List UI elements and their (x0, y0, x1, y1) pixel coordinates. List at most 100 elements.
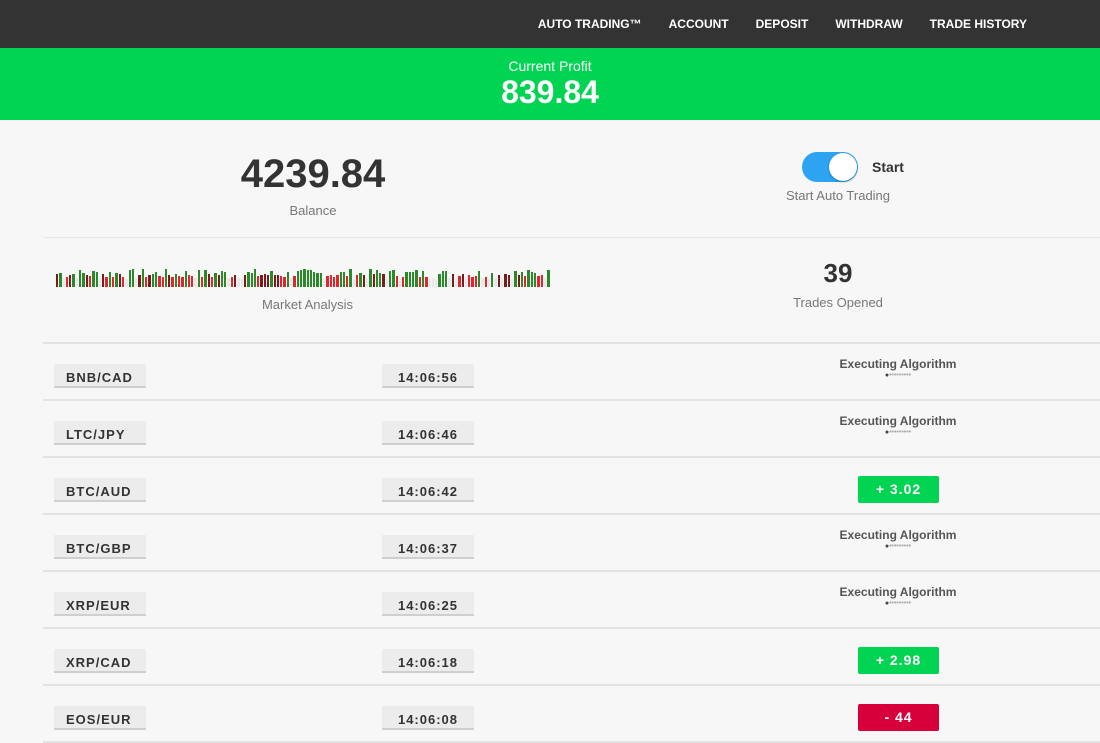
nav-trade-history[interactable]: TRADE HISTORY (929, 17, 1027, 31)
time-label: 14:06:25 (382, 592, 474, 616)
market-bar (316, 272, 319, 287)
market-bar (405, 271, 408, 287)
market-bar (540, 275, 543, 287)
market-bar (253, 269, 257, 287)
auto-trading-toggle[interactable] (802, 152, 859, 182)
status: Executing Algorithm ●••••••••• (837, 414, 959, 438)
market-bar (388, 271, 392, 287)
market-bar (164, 269, 168, 287)
market-bar (59, 273, 62, 287)
market-bar (299, 270, 303, 287)
market-bar (151, 273, 154, 287)
market-bar (237, 278, 240, 287)
market-bar (356, 275, 359, 287)
trade-row: EOS/EUR 14:06:08 - 44 (43, 686, 1100, 743)
market-bar (283, 276, 286, 287)
market-bar (520, 271, 524, 287)
market-bar (313, 271, 316, 287)
trade-row: LTC/JPY 14:06:46 Executing Algorithm ●•••••… (43, 401, 1100, 458)
market-bar (141, 269, 145, 287)
market-bar (145, 277, 148, 287)
market-bar (65, 276, 69, 287)
market-bar (243, 274, 247, 287)
market-bar (108, 272, 112, 287)
market-bar (435, 278, 438, 287)
market-bar (395, 276, 398, 287)
market-bar (441, 270, 445, 287)
market-bar (293, 276, 296, 287)
balance: 4239.84 Balance (43, 152, 583, 218)
market-bar (290, 277, 293, 287)
nav-auto-trading[interactable]: AUTO TRADING™ (537, 17, 642, 31)
market-bar (543, 278, 547, 287)
market-bar (534, 272, 537, 287)
market-bar (501, 277, 504, 287)
market-bar (197, 269, 201, 287)
status-text: Executing Algorithm (839, 414, 957, 428)
market-bar (428, 278, 431, 287)
profit-banner: Current Profit 839.84 (0, 48, 1100, 120)
market-bar (191, 275, 194, 287)
market-bar (487, 279, 491, 287)
market-bar (451, 274, 454, 287)
market-bar (375, 270, 379, 287)
market-bar (250, 272, 253, 287)
market-bar (207, 274, 210, 287)
nav-deposit[interactable]: DEPOSIT (755, 17, 809, 31)
market-bar (280, 276, 283, 287)
trade-row: BTC/GBP 14:06:37 Executing Algorithm ●•••••… (43, 515, 1100, 572)
market-analysis: Market Analysis (56, 262, 559, 312)
market-bar (385, 277, 388, 287)
market-bar (260, 274, 263, 287)
market-bar (92, 271, 95, 287)
market-bar (392, 270, 395, 287)
progress-dots: ●••••••••• (884, 600, 912, 607)
divider (43, 237, 1100, 238)
market-bar (234, 274, 237, 287)
status-text: Executing Algorithm (839, 357, 957, 371)
trades-opened: 39 Trades Opened (743, 258, 933, 310)
market-bar (214, 272, 217, 287)
market-bar (72, 273, 75, 287)
market-bar (474, 276, 477, 287)
market-bar (135, 277, 138, 287)
market-bar (230, 276, 234, 287)
market-bar (56, 274, 59, 287)
balance-label: Balance (289, 203, 337, 218)
time-label: 14:06:18 (382, 649, 474, 673)
trades-label: Trades Opened (793, 295, 883, 310)
market-bar (537, 276, 540, 287)
nav-account[interactable]: ACCOUNT (668, 17, 729, 31)
market-bar (286, 271, 290, 287)
market-bar (412, 272, 415, 287)
market-bar (276, 274, 280, 287)
market-bar (517, 274, 520, 287)
market-bar (421, 270, 425, 287)
market-bar (168, 274, 171, 287)
market-bar (105, 276, 108, 287)
status: Executing Algorithm ●••••••••• (837, 528, 959, 552)
result-badge: - 44 (858, 704, 939, 731)
pair-label: BNB/CAD (54, 364, 146, 388)
market-bar (118, 274, 121, 287)
nav-withdraw[interactable]: WITHDRAW (835, 17, 903, 31)
profit-value: 839.84 (501, 74, 599, 110)
market-bar (227, 277, 230, 287)
market-bar (121, 277, 125, 287)
market-bar (263, 274, 266, 287)
progress-dots: ●••••••••• (884, 372, 912, 379)
market-bar (267, 274, 270, 287)
market-bar (138, 274, 141, 287)
market-bar (369, 269, 372, 287)
market-bar (326, 275, 329, 287)
market-label: Market Analysis (261, 297, 354, 312)
market-bar (69, 274, 72, 287)
market-bar (448, 277, 451, 287)
market-bar (303, 269, 306, 287)
market-bar (365, 278, 369, 287)
market-bar (346, 276, 349, 287)
market-bar (112, 277, 115, 287)
market-bar (547, 270, 550, 287)
pair-label: XRP/CAD (54, 649, 146, 673)
market-bar (418, 276, 421, 287)
